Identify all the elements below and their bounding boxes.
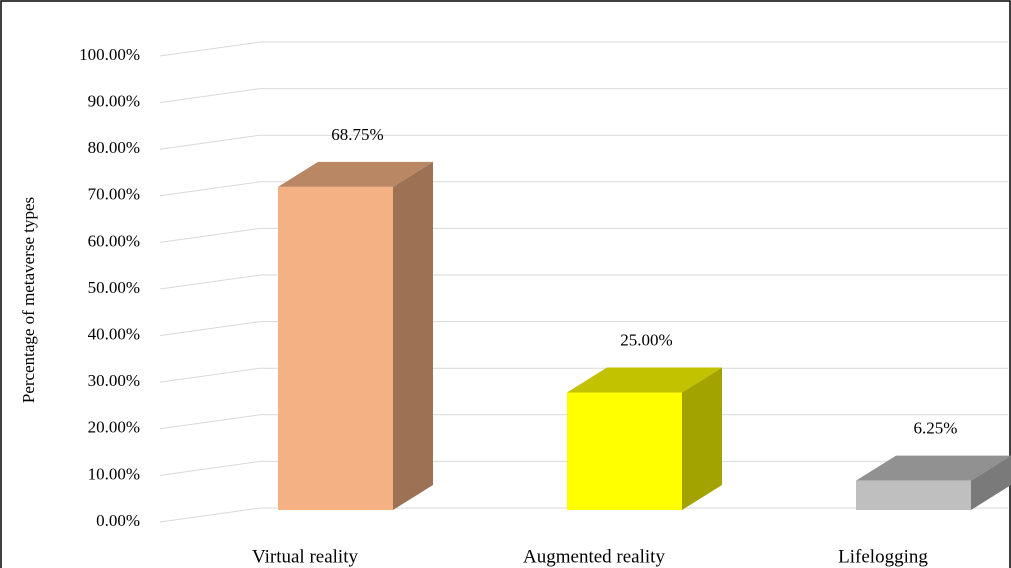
- value-label: 68.75%: [331, 125, 383, 144]
- y-tick-label: 70.00%: [88, 185, 140, 204]
- grid-line: [159, 88, 1008, 104]
- y-tick-label: 30.00%: [88, 371, 140, 390]
- y-tick-label: 50.00%: [88, 278, 140, 297]
- x-tick-label: Virtual reality: [252, 546, 358, 567]
- grid-line: [159, 507, 1008, 523]
- x-tick-label: Lifelogging: [838, 546, 928, 567]
- x-tick-label: Augmented reality: [523, 546, 665, 567]
- y-tick-label: 60.00%: [88, 231, 140, 250]
- bar-top: [278, 161, 433, 187]
- grid-line: [159, 41, 1008, 57]
- y-tick-label: 80.00%: [88, 138, 140, 157]
- bar-side: [393, 161, 433, 510]
- y-tick-label: 40.00%: [88, 325, 140, 344]
- grid-line: [159, 321, 1008, 337]
- y-tick-label: 20.00%: [88, 418, 140, 437]
- bar-side: [682, 367, 722, 510]
- y-tick-label: 0.00%: [96, 511, 140, 530]
- y-tick-label: 90.00%: [88, 92, 140, 111]
- grid-line: [159, 227, 1008, 243]
- bar: [567, 392, 682, 510]
- grid-line: [159, 460, 1008, 476]
- bar-top: [567, 367, 722, 393]
- value-label: 6.25%: [914, 419, 958, 438]
- bar-top: [856, 455, 1011, 481]
- grid-line: [159, 274, 1008, 290]
- grid-line: [159, 134, 1008, 150]
- y-tick-label: 100.00%: [79, 45, 140, 64]
- bar: [278, 186, 393, 510]
- y-axis-title: Percentage of metaverse types: [19, 197, 38, 403]
- bar: [856, 480, 971, 510]
- grid-line: [159, 414, 1008, 430]
- y-tick-label: 10.00%: [88, 464, 140, 483]
- grid-line: [159, 181, 1008, 197]
- value-label: 25.00%: [620, 330, 672, 349]
- grid-line: [159, 367, 1008, 383]
- bar-side: [971, 455, 1011, 510]
